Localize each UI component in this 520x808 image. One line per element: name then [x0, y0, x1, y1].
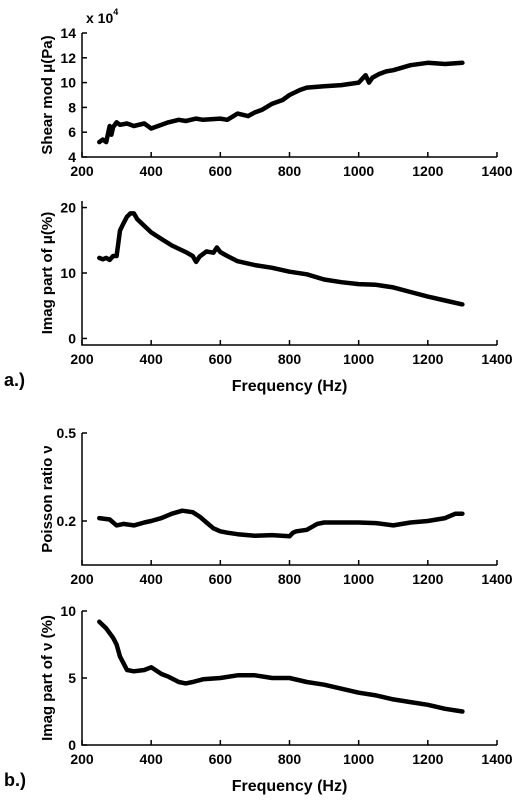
chart-shear-modulus: 200 400 600 800 1000 1200 1400 4 6 8 10 12 14 Shear… [39, 7, 513, 179]
panel-label-b: b.) [4, 770, 26, 790]
x-tick-label: 800 [278, 571, 302, 587]
x-tick-label: 800 [278, 163, 302, 179]
y-tick-label: 0.2 [57, 513, 77, 529]
y-tick-label: 8 [68, 99, 76, 115]
multiplier-exponent: 4 [113, 7, 118, 17]
x-tick-label: 200 [70, 571, 94, 587]
x-tick-label: 800 [278, 751, 302, 767]
x-tick-label: 1400 [481, 571, 512, 587]
x-tick-label: 800 [278, 351, 302, 367]
x-tick-label: 1000 [343, 351, 374, 367]
y-ticks: 0 5 10 [60, 603, 87, 753]
y-ticks: 4 6 8 10 12 14 [60, 25, 87, 165]
y-axis-label: Poisson ratio ν [39, 445, 56, 553]
x-tick-label: 1200 [412, 163, 443, 179]
y-ticks: 0.2 0.5 [57, 425, 87, 529]
chart-poisson-ratio: 200 400 600 800 1000 1200 1400 0.2 0.5 Poisson … [39, 425, 513, 587]
y-tick-label: 0 [68, 330, 76, 346]
series-line [97, 211, 465, 307]
x-axis-label: Frequency (Hz) [232, 378, 348, 395]
series-line [97, 619, 465, 714]
x-tick-label: 1400 [481, 351, 512, 367]
x-tick-label: 1200 [412, 351, 443, 367]
x-tick-label: 400 [139, 751, 163, 767]
x-ticks: 200 400 600 800 1000 1200 1400 [70, 740, 513, 767]
x-tick-label: 400 [139, 351, 163, 367]
axis-multiplier: x 104 [86, 7, 118, 26]
y-tick-label: 4 [68, 149, 76, 165]
y-axis-label: Imag part of ν (%) [39, 615, 56, 741]
x-ticks: 200 400 600 800 1000 1200 1400 [70, 340, 513, 367]
panel-label-a: a.) [4, 370, 25, 390]
x-tick-label: 600 [209, 751, 233, 767]
x-tick-label: 600 [209, 571, 233, 587]
y-tick-label: 10 [60, 75, 76, 91]
x-tick-label: 1200 [412, 751, 443, 767]
x-tick-label: 400 [139, 163, 163, 179]
y-tick-label: 10 [60, 265, 76, 281]
x-tick-label: 400 [139, 571, 163, 587]
series-line [97, 60, 465, 145]
y-tick-label: 5 [68, 670, 76, 686]
chart-imag-mu: 200 400 600 800 1000 1200 1400 0 10 20 Imag part… [39, 200, 513, 395]
y-tick-label: 6 [68, 124, 76, 140]
multiplier-base: x 10 [86, 10, 113, 26]
y-tick-label: 14 [60, 25, 76, 41]
y-axis-label: Imag part of μ(%) [39, 212, 56, 335]
chart-imag-nu: 200 400 600 800 1000 1200 1400 0 5 10 Imag part … [39, 603, 513, 795]
x-tick-label: 600 [209, 163, 233, 179]
x-tick-label: 200 [70, 351, 94, 367]
x-tick-label: 1000 [343, 571, 374, 587]
y-tick-label: 20 [60, 200, 76, 216]
y-axis-label: Shear mod μ(Pa) [39, 35, 56, 154]
axes-frame [81, 433, 497, 566]
x-tick-label: 200 [70, 751, 94, 767]
x-ticks: 200 400 600 800 1000 1200 1400 [70, 560, 513, 587]
x-axis-label: Frequency (Hz) [232, 778, 348, 795]
x-tick-label: 200 [70, 163, 94, 179]
x-tick-label: 1400 [481, 163, 512, 179]
series-line [97, 508, 465, 539]
y-tick-label: 12 [60, 50, 76, 66]
x-tick-label: 1200 [412, 571, 443, 587]
x-tick-label: 1000 [343, 163, 374, 179]
x-tick-label: 1400 [481, 751, 512, 767]
y-tick-label: 0.5 [57, 425, 77, 441]
y-tick-label: 0 [68, 737, 76, 753]
y-tick-label: 10 [60, 603, 76, 619]
x-tick-label: 600 [209, 351, 233, 367]
x-tick-label: 1000 [343, 751, 374, 767]
x-ticks: 200 400 600 800 1000 1200 1400 [70, 152, 513, 179]
y-ticks: 0 10 20 [60, 200, 87, 346]
